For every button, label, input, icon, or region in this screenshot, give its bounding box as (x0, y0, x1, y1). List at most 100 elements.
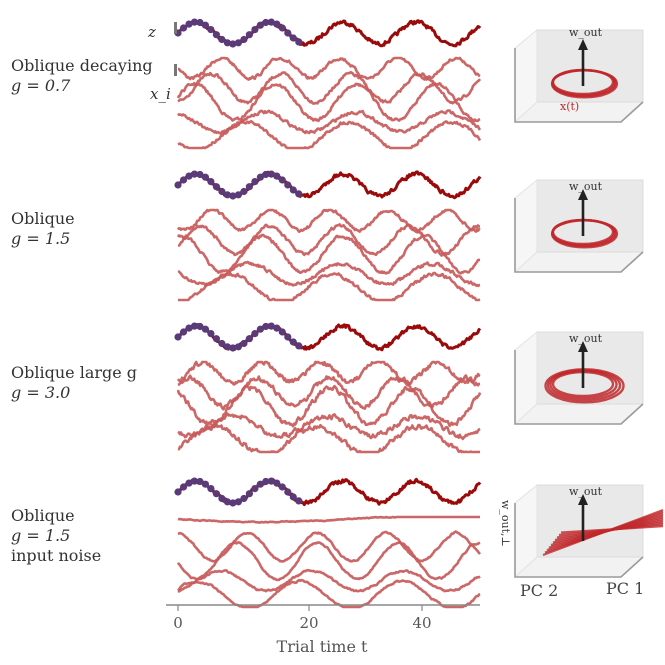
unit-activity-line (177, 412, 481, 441)
box-axis-edges (514, 198, 644, 273)
target-point (273, 324, 281, 332)
box-axis-edges (514, 503, 644, 578)
target-point (295, 497, 303, 505)
unit-activity-line (176, 360, 481, 387)
box-axis-edges (514, 350, 644, 425)
box-axis-edges (514, 48, 644, 123)
target-point (262, 322, 270, 331)
target-point (179, 176, 188, 184)
target-point (179, 24, 188, 32)
target-point (267, 322, 275, 330)
target-point (196, 322, 204, 331)
target-point (245, 183, 253, 191)
target-point (245, 31, 253, 39)
xt-label: x(t) (560, 100, 579, 113)
target-point (262, 477, 270, 486)
panel-4 (174, 477, 482, 609)
target-point (201, 480, 209, 488)
target-point (196, 477, 204, 486)
panel-2 (174, 170, 482, 302)
target-point (179, 483, 188, 491)
target-point (273, 479, 281, 487)
target-point (223, 191, 231, 199)
x-axis-title: Trial time t (277, 637, 368, 656)
wout-arrow-head (578, 39, 588, 50)
x-axis-label: x_i (150, 85, 171, 103)
target-point (234, 191, 242, 199)
target-point (218, 35, 226, 44)
target-point (284, 181, 292, 189)
target-point (295, 38, 303, 46)
wout-label: w_out (569, 485, 603, 498)
target-point (289, 186, 297, 194)
target-point (267, 477, 275, 485)
target-point (273, 172, 281, 180)
pc1-label: PC 1 (606, 579, 644, 598)
target-point (251, 330, 259, 338)
row-label-3: Oblique large g g = 3.0 (11, 363, 137, 403)
wout-arrow-head (578, 341, 588, 352)
unit-activity-line (177, 374, 481, 411)
target-point (262, 170, 270, 179)
target-point (229, 192, 237, 200)
target-point (240, 35, 248, 44)
state-space-box-2: w_out (514, 178, 644, 274)
wout-perp-label: w_out,⊥ (499, 500, 512, 547)
row-label-1-line-1: Oblique decaying (11, 56, 153, 75)
target-point (201, 21, 209, 29)
box-back-face (536, 29, 644, 103)
target-point (295, 342, 303, 350)
state-space-boxes: w_out w_out w_out w_out x(t) w_out,⊥ PC 2 PC 1 (499, 26, 664, 600)
target-point (212, 31, 220, 39)
target-point (190, 322, 199, 330)
target-point (278, 483, 286, 491)
target-point (278, 176, 286, 184)
target-point (240, 187, 248, 196)
target-point (273, 20, 281, 28)
row-label-2-line-2: g = 1.5 (11, 229, 71, 248)
unit-activity-line (177, 70, 482, 105)
x-tick-label-20: 20 (299, 614, 318, 632)
target-point (256, 173, 264, 181)
target-point (212, 183, 220, 191)
target-point (174, 333, 182, 341)
row-label-2-line-1: Oblique (11, 209, 75, 228)
trajectory-loop (550, 219, 619, 249)
x-tick-label-40: 40 (412, 614, 431, 632)
target-point (207, 330, 215, 338)
target-point (190, 170, 199, 178)
x-scale-bar (174, 64, 177, 76)
target-point (174, 488, 182, 496)
row-label-3-line-2: g = 3.0 (11, 383, 71, 402)
unit-activity-line (176, 384, 482, 428)
target-point (234, 343, 242, 351)
target-point (223, 39, 231, 47)
target-point (234, 498, 242, 506)
time-series-panels (174, 18, 482, 609)
target-point (278, 24, 286, 32)
row-label-4-line-2: g = 1.5 (11, 526, 71, 545)
target-point (185, 324, 193, 332)
target-point (229, 499, 237, 507)
unit-activity-line (177, 56, 481, 81)
unit-activity-line (176, 208, 481, 234)
target-point (218, 187, 226, 196)
target-point (196, 170, 204, 179)
unit-activity-line (177, 223, 481, 257)
state-space-box-3: w_out (514, 330, 644, 426)
target-point (218, 494, 226, 503)
target-point (256, 21, 264, 29)
z-scale-bar (174, 22, 177, 34)
target-point (267, 18, 275, 26)
trajectory-loop (544, 368, 625, 404)
state-space-box-1: w_out (514, 26, 644, 124)
trajectory-loop (550, 69, 619, 99)
target-point (196, 18, 204, 27)
target-point (223, 498, 231, 506)
unit-activity-line (176, 81, 481, 123)
unit-activity-line (177, 578, 481, 609)
wout-label: w_out (569, 180, 603, 193)
target-point (240, 494, 248, 503)
row-label-4: Oblique g = 1.5 input noise (11, 506, 101, 566)
target-point (278, 328, 286, 336)
